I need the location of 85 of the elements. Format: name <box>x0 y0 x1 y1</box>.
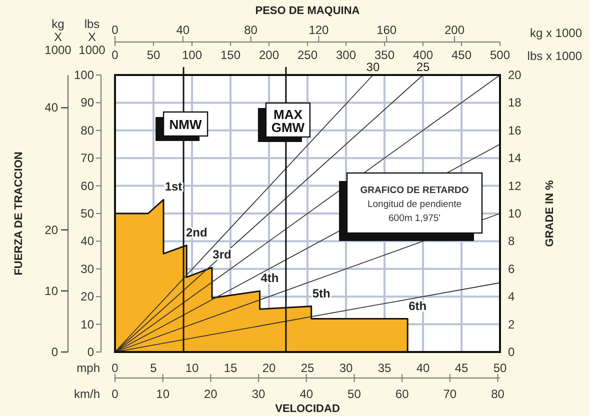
text: 0 <box>112 23 119 37</box>
ref-line-label: MAX GMW <box>271 107 306 135</box>
y-tick-label: 80 <box>80 123 94 138</box>
annotation: 4th <box>260 271 279 286</box>
x-axis-title: VELOCIDAD <box>275 403 340 415</box>
x2-tick-label: 100 <box>182 48 202 62</box>
x-tick-label: 35 <box>378 361 392 375</box>
text: lbs x 1000 <box>527 49 582 63</box>
annotation: 5th <box>312 286 330 300</box>
y3-tick-label: 20 <box>44 222 58 237</box>
y2-tick-label: 8 <box>508 234 515 248</box>
text: 10 <box>156 387 170 401</box>
text: 160 <box>376 23 397 37</box>
text: 80 <box>491 387 505 401</box>
y-tick-label: 60 <box>80 178 94 193</box>
annotation: 25 <box>416 60 430 74</box>
x-tick-label: 25 <box>300 361 314 375</box>
x2-tick-label: 250 <box>297 48 318 62</box>
annotation: 6th <box>408 298 427 313</box>
y2-tick-label: 14 <box>508 151 522 166</box>
text: 120 <box>308 23 330 37</box>
x-tick-label: 5 <box>150 361 158 375</box>
x2-tick-label: 50 <box>146 48 160 62</box>
y2-tick-label: 6 <box>508 262 515 276</box>
x2-axis-title: PESO DE MAQUINA <box>255 5 360 17</box>
y-tick-label: 20 <box>80 290 94 304</box>
text: 30 <box>252 387 266 401</box>
annotation: 1st <box>164 180 182 194</box>
x-tick-label: 15 <box>224 361 238 375</box>
x2-tick-label: 200 <box>258 48 280 62</box>
y2-tick-label: 4 <box>508 290 515 304</box>
x-tick-label: 50 <box>493 361 507 375</box>
y2-axis-title: GRADE IN % <box>544 180 556 247</box>
x2-tick-label: 350 <box>374 48 395 62</box>
y2-tick-label: 18 <box>508 96 522 110</box>
y-axis-title: FUERZA DE TRACCION <box>13 152 25 276</box>
text: kg X 1000 <box>44 17 72 57</box>
x-tick-label: 40 <box>416 361 430 375</box>
y-tick-label: 70 <box>80 151 94 166</box>
x2-tick-label: 0 <box>112 48 119 62</box>
y2-tick-label: 12 <box>508 178 522 193</box>
annotation: Longitud de pendiente <box>367 199 462 210</box>
x2-tick-label: 500 <box>490 48 510 62</box>
text: 20 <box>204 387 218 401</box>
x-tick-label: 10 <box>185 361 199 375</box>
y-tick-label: 90 <box>80 96 94 110</box>
text: 50 <box>348 387 362 401</box>
text: 80 <box>244 23 258 37</box>
text: 40 <box>176 23 190 37</box>
text: lbs X 1000 <box>78 17 106 57</box>
y3-tick-label: 10 <box>44 284 58 298</box>
text: 40 <box>300 387 314 401</box>
annotation: 30 <box>366 60 380 74</box>
y-tick-label: 40 <box>80 234 94 248</box>
text: km/h <box>74 387 100 401</box>
ref-line-label: NMW <box>169 117 202 132</box>
text: kg x 1000 <box>530 26 582 40</box>
x-tick-label: 45 <box>454 361 468 375</box>
text: 60 <box>395 387 410 401</box>
y2-tick-label: 10 <box>508 206 522 220</box>
y-tick-label: 50 <box>80 206 94 220</box>
annotation: 600m 1,975' <box>388 213 441 224</box>
y-tick-label: 0 <box>87 345 94 359</box>
annotation: GRAFICO DE RETARDO <box>360 185 469 196</box>
x-tick-label: 20 <box>262 361 276 375</box>
y-tick-label: 10 <box>80 317 94 332</box>
x2-tick-label: 400 <box>412 48 434 62</box>
x2-tick-label: 450 <box>451 48 472 62</box>
x-tick-label: 0 <box>112 361 119 375</box>
y2-tick-label: 16 <box>508 123 522 138</box>
x2-tick-label: 150 <box>220 48 241 62</box>
y2-tick-label: 2 <box>508 317 515 332</box>
text: 0 <box>112 387 119 401</box>
x2-tick-label: 300 <box>336 48 356 62</box>
annotation: 2nd <box>186 225 208 240</box>
x-tick-label: 30 <box>339 361 353 375</box>
y3-tick-label: 40 <box>44 100 58 115</box>
y-tick-label: 100 <box>74 68 94 82</box>
text: 200 <box>444 23 465 37</box>
y2-tick-label: 20 <box>508 68 522 82</box>
y2-tick-label: 0 <box>508 345 515 359</box>
y3-tick-label: 0 <box>51 345 58 359</box>
y-tick-label: 30 <box>80 262 94 276</box>
text: mph <box>76 361 100 375</box>
text: 70 <box>443 387 457 401</box>
